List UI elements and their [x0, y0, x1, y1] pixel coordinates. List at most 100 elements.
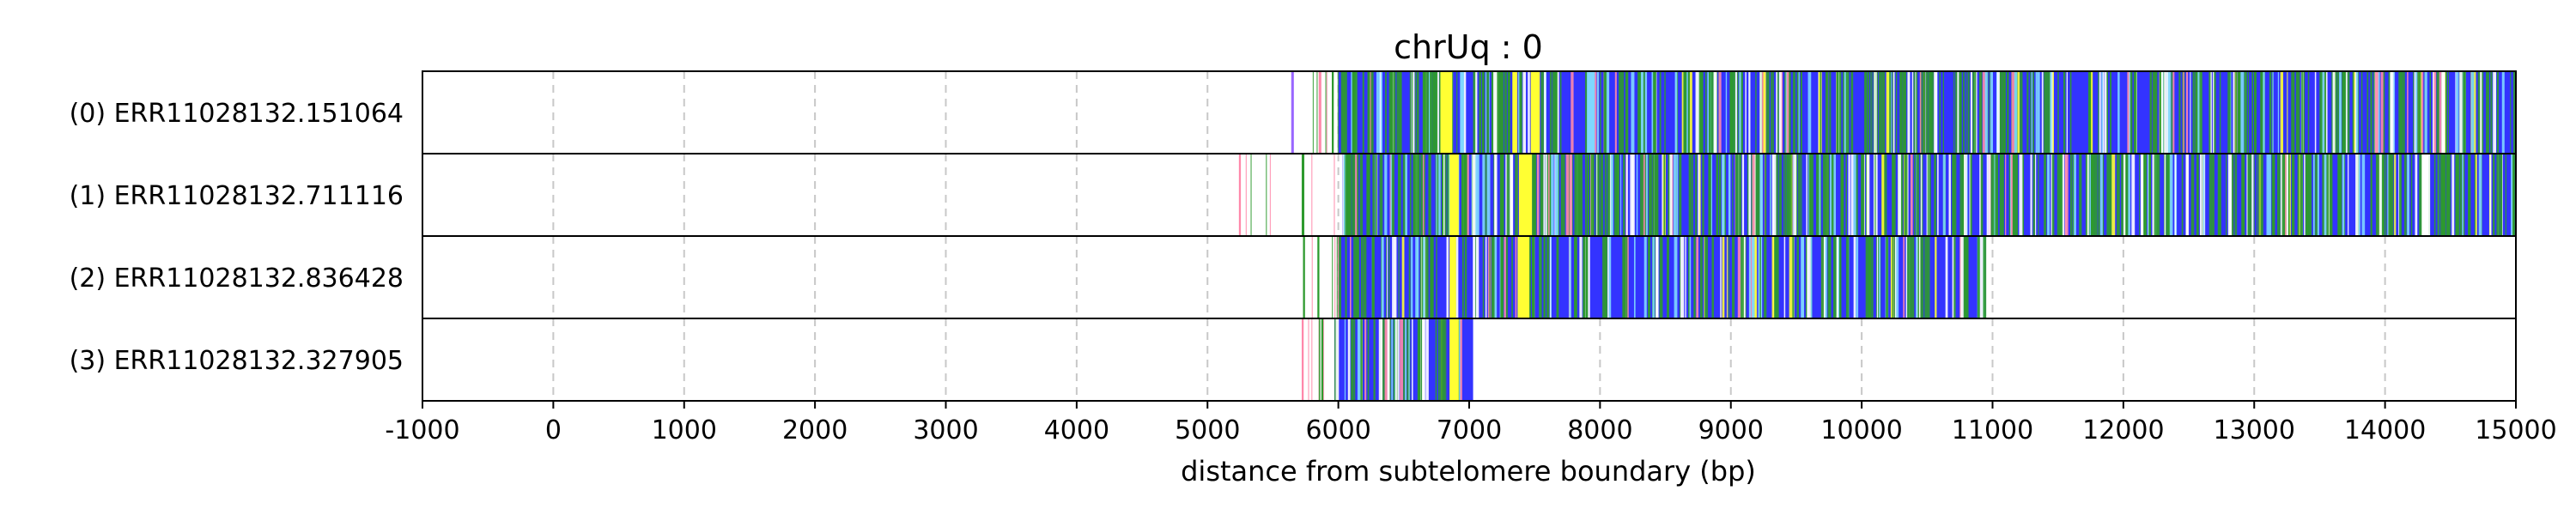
track-stripe: [2010, 154, 2014, 236]
track-stripe: [1631, 71, 1635, 154]
track-stripe: [2014, 154, 2018, 236]
track-stripe: [2322, 154, 2324, 236]
track-stripe: [2064, 154, 2069, 236]
track-stripe: [2235, 71, 2238, 154]
track-stripe: [1554, 154, 1556, 236]
track-stripe: [2208, 154, 2212, 236]
track-stripe: [1457, 318, 1461, 401]
track-feature: [1449, 318, 1459, 401]
track-stripe: [2051, 71, 2055, 154]
track-stripe: [2105, 71, 2109, 154]
track-stripe: [1357, 318, 1360, 401]
track-stripe: [1895, 236, 1899, 318]
track-stripe: [1886, 236, 1889, 318]
track-stripe: [1638, 71, 1642, 154]
track-feature: [1238, 154, 1242, 236]
track-stripe: [2492, 154, 2495, 236]
track-stripe: [1760, 154, 1763, 236]
track-stripe: [1557, 236, 1559, 318]
track-stripe: [1754, 154, 1758, 236]
track-stripe: [1392, 71, 1395, 154]
track-stripe: [2337, 154, 2340, 236]
track-stripe: [1745, 71, 1747, 154]
track-feature: [1321, 318, 1324, 401]
track-stripe: [1414, 71, 1416, 154]
track-stripe: [2143, 154, 2145, 236]
track-stripe: [1966, 154, 1968, 236]
track-stripe: [1381, 71, 1382, 154]
track-stripe: [2455, 154, 2458, 236]
track-stripe: [1728, 154, 1730, 236]
track-stripe: [1748, 236, 1751, 318]
track-stripe: [1867, 71, 1869, 154]
track-stripe: [2355, 154, 2359, 236]
track-stripe: [1337, 71, 1339, 154]
track-stripe: [1833, 236, 1836, 318]
track-stripe: [2319, 71, 2323, 154]
track-stripe: [1853, 154, 1856, 236]
track-stripe: [2069, 71, 2072, 154]
track-stripe: [1759, 236, 1761, 318]
track-stripe: [2007, 71, 2008, 154]
track-stripe: [1654, 154, 1657, 236]
track-stripe: [2354, 71, 2357, 154]
track-stripe: [1899, 71, 1902, 154]
track-stripe: [1345, 154, 1347, 236]
track-stripe: [1649, 154, 1651, 236]
track-stripe: [2447, 71, 2449, 154]
track-stripe: [1421, 236, 1424, 318]
track-stripe: [1980, 154, 1984, 236]
track-stripe: [1372, 154, 1376, 236]
track-stripe: [1751, 236, 1755, 318]
track-stripe: [2399, 154, 2402, 236]
track-stripe: [1373, 318, 1376, 401]
track-stripe: [1874, 71, 1876, 154]
track-stripe: [2199, 71, 2202, 154]
track-stripe: [1959, 71, 1962, 154]
track-stripe: [1759, 71, 1762, 154]
track-stripe: [1569, 236, 1571, 318]
track-stripe: [1982, 71, 1986, 154]
track-stripe: [1633, 236, 1636, 318]
track-stripe: [1792, 71, 1796, 154]
track-stripe: [2413, 71, 2415, 154]
track-stripe: [1385, 71, 1387, 154]
track-stripe: [1917, 236, 1920, 318]
track-stripe: [1948, 154, 1951, 236]
track-stripe: [2185, 154, 2190, 236]
track-stripe: [2345, 71, 2348, 154]
track-stripe: [1486, 154, 1491, 236]
track-stripe: [2321, 71, 2324, 154]
track-stripe: [1957, 71, 1959, 154]
track-stripe: [2219, 71, 2221, 154]
track-stripe: [1832, 154, 1837, 236]
track-stripe: [1588, 154, 1590, 236]
track-stripe: [2297, 154, 2300, 236]
track-stripe: [2415, 154, 2418, 236]
track-stripe: [2110, 71, 2112, 154]
track-stripe: [2300, 154, 2303, 236]
track-stripe: [1353, 154, 1356, 236]
track-stripe: [2474, 154, 2476, 236]
track-feature: [1587, 71, 1595, 154]
track-stripe: [2234, 154, 2238, 236]
track-stripe: [1816, 154, 1820, 236]
track-stripe: [2512, 71, 2517, 154]
track-stripe: [1823, 236, 1826, 318]
track-stripe: [1698, 154, 1700, 236]
track-stripe: [1464, 154, 1467, 236]
track-stripe: [1552, 154, 1554, 236]
track-stripe: [1645, 154, 1648, 236]
track-stripe: [1965, 71, 1967, 154]
track-stripe: [1354, 154, 1358, 236]
track-stripe: [1920, 71, 1923, 154]
track-stripe: [1543, 236, 1546, 318]
track-stripe: [2477, 71, 2482, 154]
track-stripe: [2437, 154, 2439, 236]
track-stripe: [2057, 154, 2061, 236]
track-stripe: [1698, 71, 1701, 154]
track-stripe: [1711, 236, 1715, 318]
track-stripe: [1351, 71, 1353, 154]
track-stripe: [1409, 154, 1412, 236]
track-stripe: [1774, 236, 1778, 318]
